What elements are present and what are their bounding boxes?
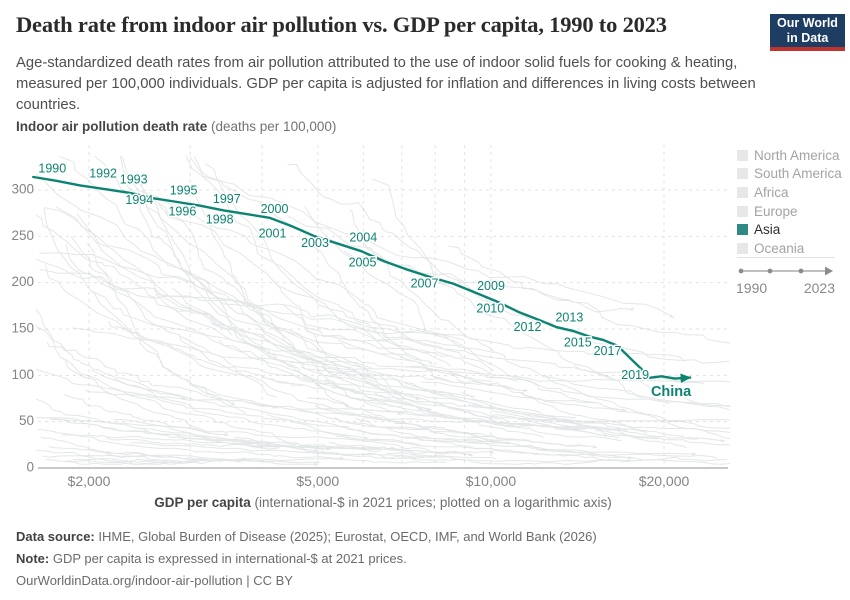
x-tick-20000: $20,000 [639, 473, 690, 489]
year-label-1995: 1995 [170, 184, 198, 198]
timeline-end-year[interactable]: 2023 [803, 280, 835, 296]
background-country-lines [36, 156, 730, 467]
year-label-2001: 2001 [259, 226, 287, 240]
legend-swatch [737, 168, 748, 180]
tick-labels: 0 50 100 150 200 250 300 $2,000 $5,000 $10,000 $20… [11, 182, 689, 489]
year-label-1996: 1996 [168, 204, 196, 218]
legend-swatch [737, 205, 748, 217]
timeline-start-year[interactable]: 1990 [736, 280, 768, 296]
legend-label: Europe [754, 203, 798, 219]
timeline-handle-2[interactable] [798, 268, 804, 274]
timeline-arrow-icon [825, 266, 833, 276]
x-tick-2000: $2,000 [68, 473, 111, 489]
footer-note: Note: GDP per capita is expressed in int… [16, 551, 407, 566]
y-axis-title-unit: (deaths per 100,000) [207, 119, 337, 134]
timeline-handle-1[interactable] [767, 268, 773, 274]
year-label-2015: 2015 [564, 336, 592, 350]
timeline-handle-0[interactable] [738, 268, 744, 274]
x-tick-5000: $5,000 [296, 473, 339, 489]
china-line[interactable] [32, 175, 692, 384]
year-label-2003: 2003 [301, 236, 329, 250]
legend-label: Oceania [754, 240, 805, 256]
year-label-2009: 2009 [477, 279, 505, 293]
y-tick-50: 50 [19, 413, 34, 428]
year-label-2005: 2005 [349, 256, 377, 270]
year-label-2019: 2019 [621, 368, 649, 382]
owid-logo-stripe [770, 47, 845, 51]
y-tick-200: 200 [11, 274, 34, 289]
y-tick-250: 250 [11, 228, 34, 243]
chart-footer: Data source: IHME, Global Burden of Dise… [16, 526, 597, 592]
y-tick-0: 0 [26, 460, 34, 475]
chart-title: Death rate from indoor air pollution vs.… [16, 12, 667, 37]
legend-item-north-america[interactable]: North America [737, 146, 842, 165]
x-axis-title-note: (international-$ in 2021 prices; plotted… [250, 495, 612, 510]
year-label-1993: 1993 [120, 172, 148, 186]
legend-label: South America [754, 166, 842, 182]
legend-divider [737, 257, 834, 258]
legend-item-oceania[interactable]: Oceania [737, 239, 842, 258]
legend-label: North America [754, 147, 840, 163]
year-label-2012: 2012 [514, 320, 542, 334]
china-end-label[interactable]: China [649, 382, 694, 402]
x-tick-10000: $10,000 [466, 473, 517, 489]
year-label-1994: 1994 [125, 193, 153, 207]
y-tick-300: 300 [11, 182, 34, 197]
year-label-2000: 2000 [261, 202, 289, 216]
year-label-2017: 2017 [594, 344, 622, 358]
continent-legend: North America South America Africa Europe As… [737, 146, 842, 258]
year-label-1998: 1998 [206, 213, 234, 227]
y-axis-title-bold: Indoor air pollution death rate [16, 119, 208, 134]
footer-link: OurWorldinData.org/indoor-air-pollution … [16, 573, 293, 588]
timeline-labels: 1990 2023 [736, 280, 835, 296]
y-tick-100: 100 [11, 367, 34, 382]
year-label-1997: 1997 [213, 192, 241, 206]
legend-item-africa[interactable]: Africa [737, 183, 842, 202]
y-axis-title: Indoor air pollution death rate (deaths … [16, 119, 336, 134]
legend-swatch [737, 224, 748, 236]
legend-swatch [737, 186, 748, 198]
y-tick-150: 150 [11, 321, 34, 336]
timeline-slider[interactable] [738, 266, 833, 276]
x-axis-title-bold: GDP per capita [154, 495, 251, 510]
legend-label: Africa [754, 184, 789, 200]
legend-swatch [737, 242, 748, 254]
legend-label: Asia [754, 222, 781, 238]
year-label-1992: 1992 [89, 167, 117, 181]
x-axis-title: GDP per capita (international-$ in 2021 … [16, 495, 750, 510]
year-label-1990: 1990 [38, 161, 66, 175]
year-label-2004: 2004 [349, 230, 377, 244]
legend-item-south-america[interactable]: South America [737, 165, 842, 184]
legend-item-europe[interactable]: Europe [737, 202, 842, 221]
owid-logo[interactable]: Our World in Data [770, 14, 845, 51]
footer-source: Data source: IHME, Global Burden of Dise… [16, 529, 597, 544]
owid-logo-text: Our World in Data [770, 14, 845, 47]
year-label-2010: 2010 [476, 301, 504, 315]
year-label-2007: 2007 [411, 276, 439, 290]
legend-item-asia[interactable]: Asia [737, 220, 842, 239]
chart-subtitle: Age-standardized death rates from air po… [16, 55, 756, 113]
legend-swatch [737, 149, 748, 161]
year-labels: 1990 1992 1993 1994 1995 1996 1997 1998 2000 2001… [37, 160, 651, 384]
year-label-2013: 2013 [555, 310, 583, 324]
